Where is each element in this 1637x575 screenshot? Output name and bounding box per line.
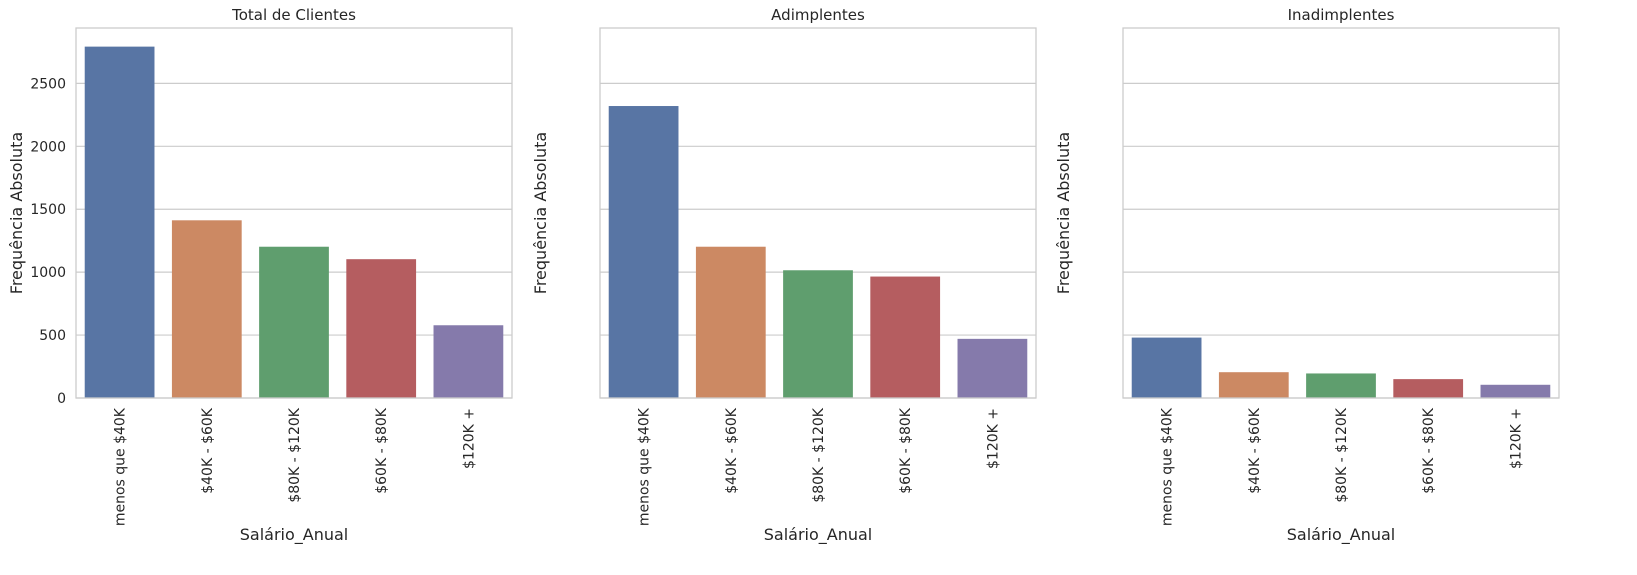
y-axis-title: Frequência Absoluta: [7, 132, 26, 294]
panel-title: Inadimplentes: [1288, 6, 1395, 24]
bar-menos-que-40k: [1131, 337, 1202, 398]
x-tick-label: menos que $40K: [113, 407, 129, 526]
x-tick-label: $40K - $60K: [724, 407, 740, 494]
axes-frame: [599, 27, 1037, 399]
axes-frame: [75, 27, 513, 399]
y-tick-label: 1500: [30, 202, 66, 218]
axes-frame: [1122, 27, 1560, 399]
bar-60k-80k: [870, 276, 941, 398]
x-tick-label: $40K - $60K: [200, 407, 216, 494]
y-tick-label: 2500: [30, 76, 66, 92]
x-tick-label: menos que $40K: [1160, 407, 1176, 526]
panel-total-de-clientes: 0 500 1000 1500 2000 2500 menos que $40K $40K -…: [7, 6, 513, 545]
x-tick-label: menos que $40K: [637, 407, 653, 526]
y-axis-title: Frequência Absoluta: [531, 132, 550, 294]
bar-menos-que-40k: [84, 46, 155, 398]
bar-120k: [957, 338, 1028, 398]
bar-60k-80k: [1393, 379, 1464, 398]
panel-title: Total de Clientes: [231, 6, 356, 24]
x-tick-label: $80K - $120K: [287, 407, 303, 502]
bar-40k-60k: [1218, 372, 1289, 398]
y-tick-label: 1000: [30, 265, 66, 281]
bar-80k-120k: [259, 246, 329, 398]
panel-title: Adimplentes: [771, 6, 865, 24]
x-tick-label: $60K - $80K: [1421, 407, 1437, 494]
y-tick-label: 2000: [30, 139, 66, 155]
bar-40k-60k: [171, 220, 242, 398]
panel-inadimplentes: menos que $40K $40K - $60K $80K - $120K $60…: [1054, 6, 1560, 545]
x-axis-title: Salário_Anual: [764, 525, 873, 545]
bar-40k-60k: [695, 246, 766, 398]
y-tick-label: 500: [39, 328, 66, 344]
panel-adimplentes: menos que $40K $40K - $60K $80K - $120K $60…: [531, 6, 1037, 545]
bar-120k: [1480, 384, 1551, 398]
x-tick-label: $60K - $80K: [374, 407, 390, 494]
bar-80k-120k: [1306, 373, 1376, 398]
bar-menos-que-40k: [608, 106, 679, 398]
x-tick-label: $40K - $60K: [1247, 407, 1263, 494]
bar-120k: [433, 325, 504, 398]
x-tick-label: $60K - $80K: [898, 407, 914, 494]
y-tick-label: 0: [57, 391, 66, 407]
y-axis-title: Frequência Absoluta: [1054, 132, 1073, 294]
x-axis-title: Salário_Anual: [1287, 525, 1396, 545]
x-tick-label: $80K - $120K: [811, 407, 827, 502]
bar-60k-80k: [346, 259, 417, 398]
x-tick-label: $120K +: [461, 408, 477, 469]
x-tick-label: $120K +: [1508, 408, 1524, 469]
x-tick-label: $80K - $120K: [1334, 407, 1350, 502]
bar-80k-120k: [783, 270, 853, 398]
x-axis-title: Salário_Anual: [240, 525, 349, 545]
x-tick-label: $120K +: [985, 408, 1001, 469]
